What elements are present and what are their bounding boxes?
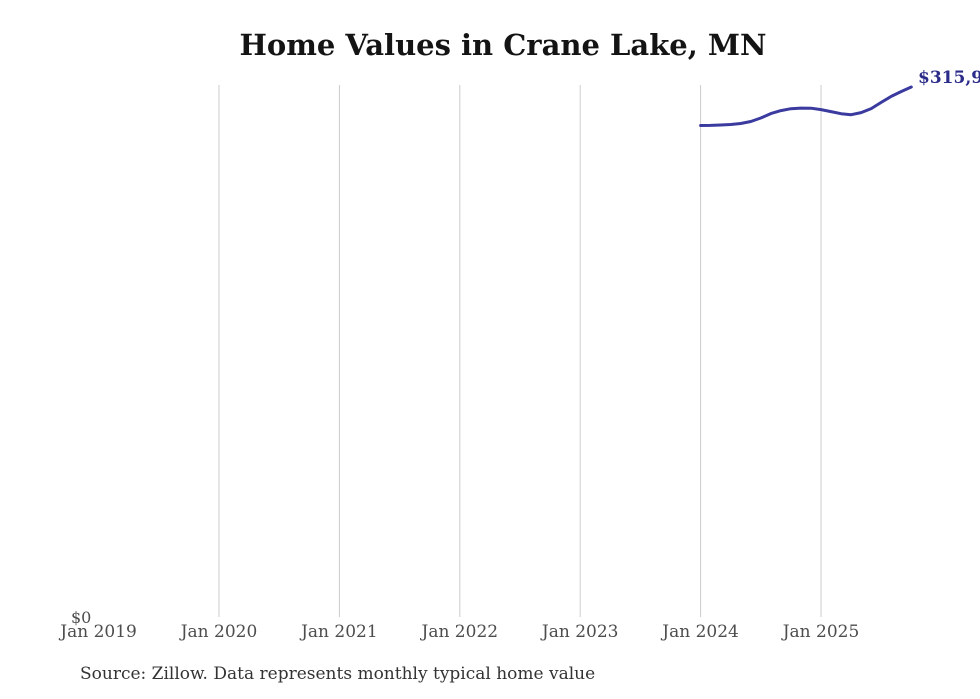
x-axis-tick-label: Jan 2023 [541, 622, 619, 642]
chart-title: Home Values in Crane Lake, MN [239, 28, 767, 62]
value-line [699, 85, 913, 127]
x-axis-tick-label: Jan 2024 [662, 622, 739, 642]
current-value-label: $315,983 [918, 68, 980, 88]
x-axis-tick-label: Jan 2021 [301, 622, 378, 642]
x-axis-tick-label: Jan 2025 [782, 622, 860, 642]
x-axis-tick-label: Jan 2020 [180, 622, 258, 642]
y-axis-zero-label: $0 [71, 608, 92, 627]
x-axis-tick-label: Jan 2022 [421, 622, 499, 642]
x-axis-tick-label: Jan 2019 [60, 622, 137, 642]
source-note: Source: Zillow. Data represents monthly … [80, 664, 596, 684]
